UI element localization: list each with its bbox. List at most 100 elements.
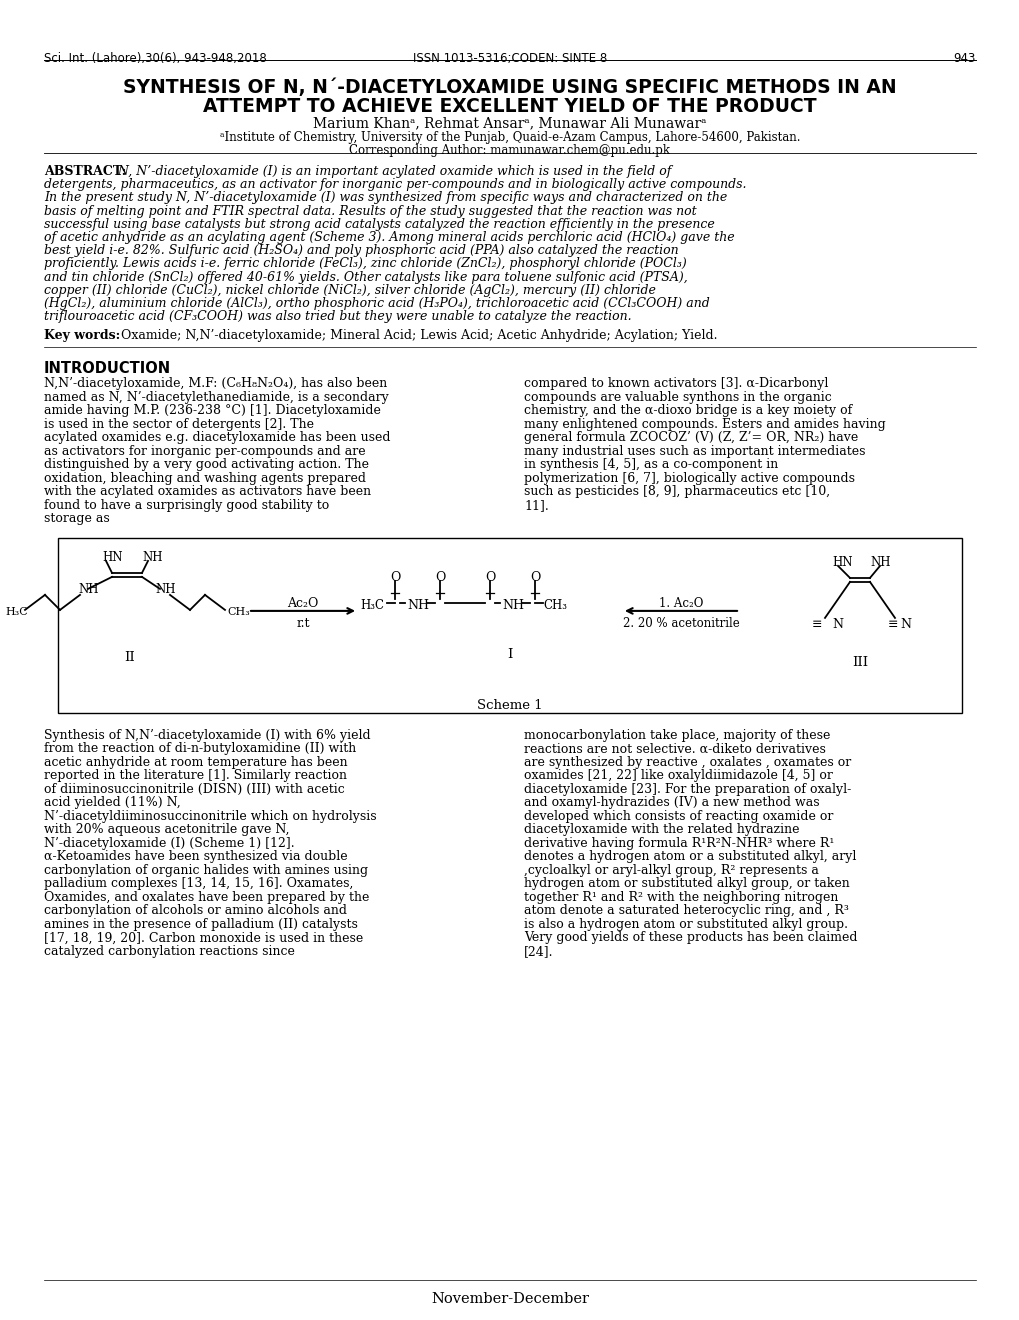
Text: Key words:: Key words:	[44, 330, 120, 342]
Text: O: O	[389, 570, 399, 583]
Text: found to have a surprisingly good stability to: found to have a surprisingly good stabil…	[44, 499, 329, 512]
Text: with the acylated oxamides as activators have been: with the acylated oxamides as activators…	[44, 486, 371, 499]
Text: (HgCl₂), aluminium chloride (AlCl₃), ortho phosphoric acid (H₃PO₄), trichloroace: (HgCl₂), aluminium chloride (AlCl₃), ort…	[44, 297, 709, 310]
Text: as activators for inorganic per-compounds and are: as activators for inorganic per-compound…	[44, 445, 365, 458]
Text: acetic anhydride at room temperature has been: acetic anhydride at room temperature has…	[44, 756, 347, 768]
Text: N: N	[899, 618, 910, 631]
Text: oxidation, bleaching and washing agents prepared: oxidation, bleaching and washing agents …	[44, 471, 366, 484]
Text: acid yielded (11%) N,: acid yielded (11%) N,	[44, 796, 180, 809]
Text: in synthesis [4, 5], as a co-component in: in synthesis [4, 5], as a co-component i…	[524, 458, 777, 471]
Text: successful using base catalysts but strong acid catalysts catalyzed the reaction: successful using base catalysts but stro…	[44, 218, 714, 231]
Text: acylated oxamides e.g. diacetyloxamide has been used: acylated oxamides e.g. diacetyloxamide h…	[44, 432, 390, 445]
Text: from the reaction of di-n-butyloxamidine (II) with: from the reaction of di-n-butyloxamidine…	[44, 742, 356, 755]
Text: N’-diacetyloxamide (I) (Scheme 1) [12].: N’-diacetyloxamide (I) (Scheme 1) [12].	[44, 837, 294, 850]
Text: III: III	[851, 656, 867, 669]
Text: chemistry, and the α-dioxo bridge is a key moiety of: chemistry, and the α-dioxo bridge is a k…	[524, 404, 852, 417]
Text: Oxamide; N,N’-diacetyloxamide; Mineral Acid; Lewis Acid; Acetic Anhydride; Acyla: Oxamide; N,N’-diacetyloxamide; Mineral A…	[117, 330, 716, 342]
Text: storage as: storage as	[44, 512, 110, 525]
Text: [24].: [24].	[524, 945, 553, 958]
Text: ISSN 1013-5316;CODEN: SINTE 8: ISSN 1013-5316;CODEN: SINTE 8	[413, 51, 606, 65]
Text: are synthesized by reactive , oxalates , oxamates or: are synthesized by reactive , oxalates ,…	[524, 756, 851, 768]
Text: Corresponding Author: mamunawar.chem@pu.edu.pk: Corresponding Author: mamunawar.chem@pu.…	[350, 144, 669, 157]
Text: catalyzed carbonylation reactions since: catalyzed carbonylation reactions since	[44, 945, 294, 958]
Text: NH: NH	[407, 599, 429, 612]
Text: INTRODUCTION: INTRODUCTION	[44, 362, 171, 376]
Text: NH: NH	[501, 599, 524, 612]
Text: amide having M.P. (236-238 °C) [1]. Diacetyloxamide: amide having M.P. (236-238 °C) [1]. Diac…	[44, 404, 380, 417]
Text: atom denote a saturated heterocyclic ring, and , R³: atom denote a saturated heterocyclic rin…	[524, 904, 848, 917]
Text: N: N	[832, 618, 842, 631]
Text: diacetyloxamide [23]. For the preparation of oxalyl-: diacetyloxamide [23]. For the preparatio…	[524, 783, 851, 796]
Text: basis of melting point and FTIR spectral data. Results of the study suggested th: basis of melting point and FTIR spectral…	[44, 205, 696, 218]
Text: HN: HN	[832, 556, 852, 569]
Text: SYNTHESIS OF N, N´-DIACETYLOXAMIDE USING SPECIFIC METHODS IN AN: SYNTHESIS OF N, N´-DIACETYLOXAMIDE USING…	[123, 78, 896, 96]
Text: many enlightened compounds. Esters and amides having: many enlightened compounds. Esters and a…	[524, 418, 884, 430]
Text: derivative having formula R¹R²N-NHR³ where R¹: derivative having formula R¹R²N-NHR³ whe…	[524, 837, 834, 850]
Text: ATTEMPT TO ACHIEVE EXCELLENT YIELD OF THE PRODUCT: ATTEMPT TO ACHIEVE EXCELLENT YIELD OF TH…	[203, 96, 816, 116]
Text: polymerization [6, 7], biologically active compounds: polymerization [6, 7], biologically acti…	[524, 471, 854, 484]
Text: compounds are valuable synthons in the organic: compounds are valuable synthons in the o…	[524, 391, 830, 404]
Text: denotes a hydrogen atom or a substituted alkyl, aryl: denotes a hydrogen atom or a substituted…	[524, 850, 856, 863]
Text: CH₃: CH₃	[542, 599, 567, 612]
Text: O: O	[484, 570, 494, 583]
Text: general formula ZCOCOZ’ (V) (Z, Z’= OR, NR₂) have: general formula ZCOCOZ’ (V) (Z, Z’= OR, …	[524, 432, 857, 445]
Text: H₃C: H₃C	[5, 607, 28, 616]
Text: is also a hydrogen atom or substituted alkyl group.: is also a hydrogen atom or substituted a…	[524, 917, 847, 931]
Text: proficiently. Lewis acids i-e. ferric chloride (FeCl₃), zinc chloride (ZnCl₂), p: proficiently. Lewis acids i-e. ferric ch…	[44, 257, 686, 271]
Text: November-December: November-December	[431, 1292, 588, 1305]
Text: Ac₂O: Ac₂O	[287, 597, 318, 610]
Text: 11].: 11].	[524, 499, 548, 512]
Text: reported in the literature [1]. Similarly reaction: reported in the literature [1]. Similarl…	[44, 770, 346, 783]
Text: carbonylation of alcohols or amino alcohols and: carbonylation of alcohols or amino alcoh…	[44, 904, 346, 917]
Text: named as N, N’-diacetylethanediamide, is a secondary: named as N, N’-diacetylethanediamide, is…	[44, 391, 388, 404]
Text: and tin chloride (SnCl₂) offered 40-61% yields. Other catalysts like para toluen: and tin chloride (SnCl₂) offered 40-61% …	[44, 271, 687, 284]
Text: of acetic anhydride as an acylating agent (Scheme 3). Among mineral acids perchl: of acetic anhydride as an acylating agen…	[44, 231, 734, 244]
Text: compared to known activators [3]. α-Dicarbonyl: compared to known activators [3]. α-Dica…	[524, 378, 827, 391]
Text: II: II	[124, 651, 136, 664]
Text: 1. Ac₂O: 1. Ac₂O	[658, 597, 702, 610]
Text: Sci. Int. (Lahore),30(6), 943-948,2018: Sci. Int. (Lahore),30(6), 943-948,2018	[44, 51, 267, 65]
Text: Oxamides, and oxalates have been prepared by the: Oxamides, and oxalates have been prepare…	[44, 891, 369, 904]
Text: Synthesis of N,N’-diacetyloxamide (I) with 6% yield: Synthesis of N,N’-diacetyloxamide (I) wi…	[44, 729, 370, 742]
Text: distinguished by a very good activating action. The: distinguished by a very good activating …	[44, 458, 369, 471]
Text: palladium complexes [13, 14, 15, 16]. Oxamates,: palladium complexes [13, 14, 15, 16]. Ox…	[44, 878, 353, 891]
Text: ≡: ≡	[811, 618, 821, 631]
Text: best yield i-e. 82%. Sulfuric acid (H₂SO₄) and poly phosphoric acid (PPA) also c: best yield i-e. 82%. Sulfuric acid (H₂SO…	[44, 244, 678, 257]
Text: I: I	[506, 648, 513, 661]
Text: r.t: r.t	[296, 616, 310, 630]
Text: α-Ketoamides have been synthesized via double: α-Ketoamides have been synthesized via d…	[44, 850, 347, 863]
Text: ≡: ≡	[888, 618, 898, 631]
Text: ᵃInstitute of Chemistry, University of the Punjab, Quaid-e-Azam Campus, Lahore-5: ᵃInstitute of Chemistry, University of t…	[219, 131, 800, 144]
Text: NH: NH	[869, 556, 890, 569]
Text: triflouroacetic acid (CF₃COOH) was also tried but they were unable to catalyze t: triflouroacetic acid (CF₃COOH) was also …	[44, 310, 631, 323]
Text: O: O	[529, 570, 540, 583]
Text: In the present study N, N’-diacetyloxamide (I) was synthesized from specific way: In the present study N, N’-diacetyloxami…	[44, 191, 727, 205]
Text: H₃C: H₃C	[360, 599, 383, 612]
Text: together R¹ and R² with the neighboring nitrogen: together R¹ and R² with the neighboring …	[524, 891, 838, 904]
Text: amines in the presence of palladium (II) catalysts: amines in the presence of palladium (II)…	[44, 917, 358, 931]
Text: N’-diacetyldiiminosuccinonitrile which on hydrolysis: N’-diacetyldiiminosuccinonitrile which o…	[44, 810, 376, 822]
Text: oxamides [21, 22] like oxalyldiimidazole [4, 5] or: oxamides [21, 22] like oxalyldiimidazole…	[524, 770, 833, 783]
Text: such as pesticides [8, 9], pharmaceutics etc [10,: such as pesticides [8, 9], pharmaceutics…	[524, 486, 829, 499]
Text: [17, 18, 19, 20]. Carbon monoxide is used in these: [17, 18, 19, 20]. Carbon monoxide is use…	[44, 932, 363, 944]
Text: Scheme 1: Scheme 1	[477, 698, 542, 711]
Text: of diiminosuccinonitrile (DISN) (III) with acetic: of diiminosuccinonitrile (DISN) (III) wi…	[44, 783, 344, 796]
Text: NH: NH	[77, 583, 99, 595]
Text: NH: NH	[142, 550, 162, 564]
Text: O: O	[434, 570, 444, 583]
Text: detergents, pharmaceutics, as an activator for inorganic per-compounds and in bi: detergents, pharmaceutics, as an activat…	[44, 178, 746, 191]
Text: developed which consists of reacting oxamide or: developed which consists of reacting oxa…	[524, 810, 833, 822]
Text: copper (II) chloride (CuCl₂), nickel chloride (NiCl₂), silver chloride (AgCl₂), : copper (II) chloride (CuCl₂), nickel chl…	[44, 284, 655, 297]
Text: Very good yields of these products has been claimed: Very good yields of these products has b…	[524, 932, 857, 944]
Text: with 20% aqueous acetonitrile gave N,: with 20% aqueous acetonitrile gave N,	[44, 824, 289, 837]
Text: monocarbonylation take place, majority of these: monocarbonylation take place, majority o…	[524, 729, 829, 742]
Text: 943: 943	[953, 51, 975, 65]
Text: Marium Khanᵃ, Rehmat Ansarᵃ, Munawar Ali Munawarᵃ: Marium Khanᵃ, Rehmat Ansarᵃ, Munawar Ali…	[313, 116, 706, 129]
Text: ,cycloalkyl or aryl-alkyl group, R² represents a: ,cycloalkyl or aryl-alkyl group, R² repr…	[524, 863, 818, 876]
Text: NH: NH	[155, 583, 175, 595]
Text: and oxamyl-hydrazides (IV) a new method was: and oxamyl-hydrazides (IV) a new method …	[524, 796, 819, 809]
Text: is used in the sector of detergents [2]. The: is used in the sector of detergents [2].…	[44, 418, 314, 430]
Text: ABSTRACT:: ABSTRACT:	[44, 165, 126, 178]
Text: CH₃: CH₃	[227, 607, 250, 616]
Text: many industrial uses such as important intermediates: many industrial uses such as important i…	[524, 445, 865, 458]
